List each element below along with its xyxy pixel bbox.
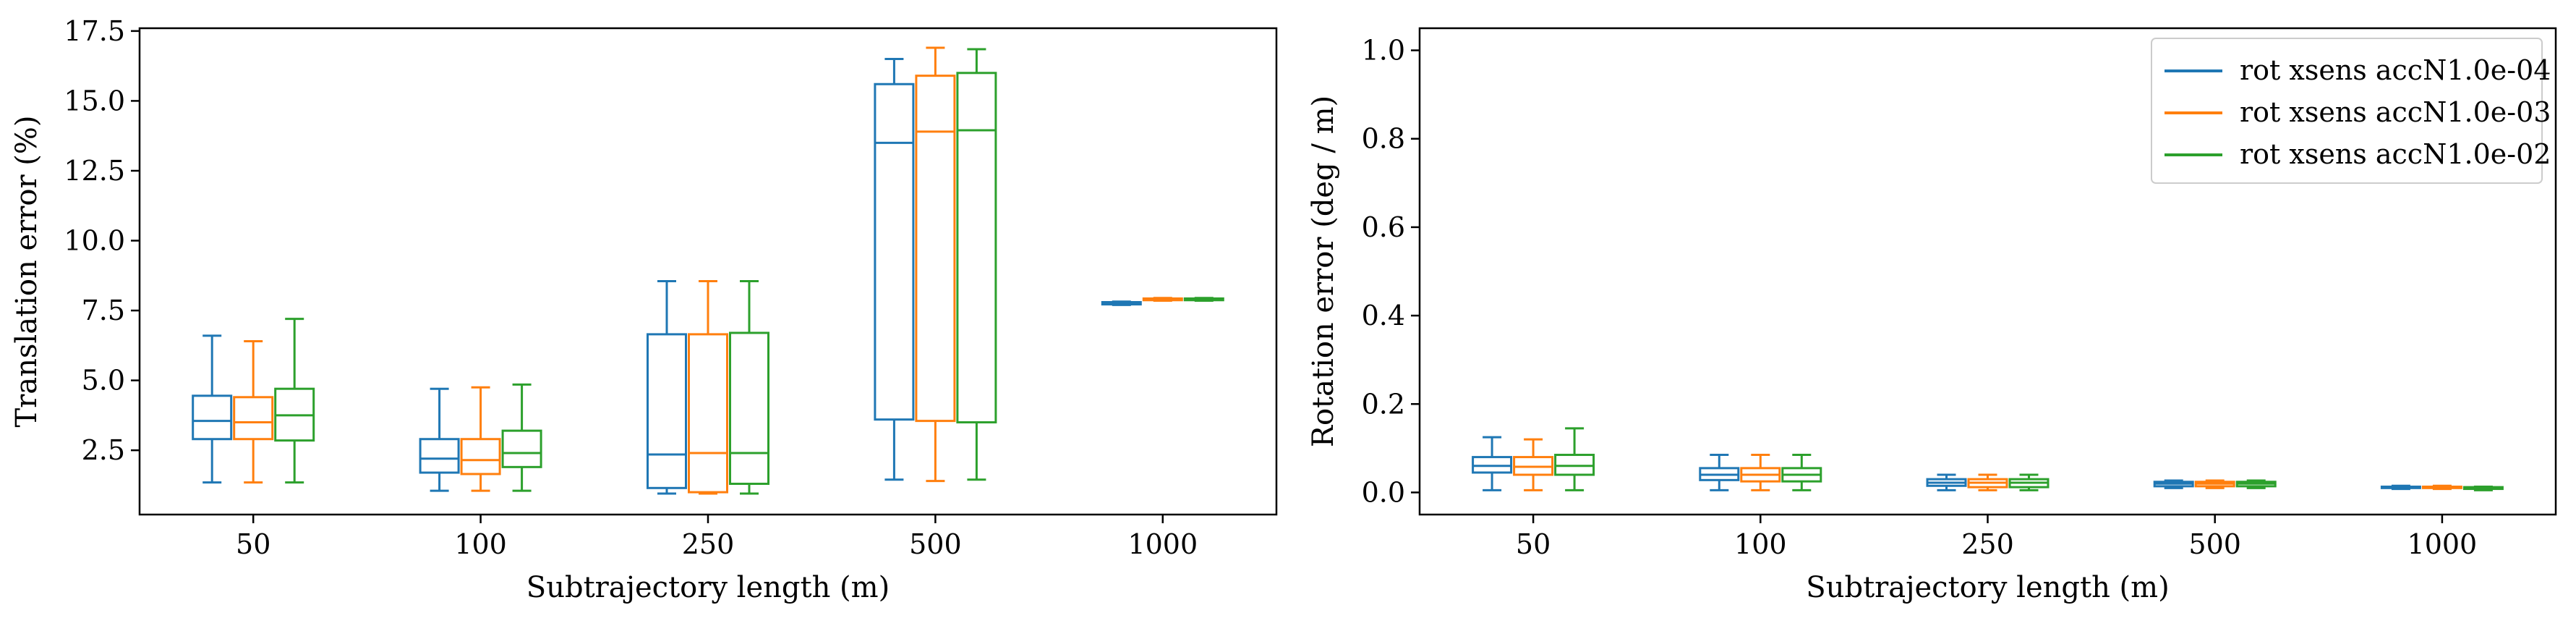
iqr-box <box>688 333 728 494</box>
legend-label: rot xsens accN1.0e-03 <box>2240 96 2551 128</box>
box-plot <box>2235 479 2277 489</box>
x-tick-label: 1000 <box>2407 528 2478 560</box>
x-tick-label: 100 <box>1734 528 1787 560</box>
iqr-box <box>915 75 956 423</box>
x-tick-label: 50 <box>236 528 270 560</box>
box-plot <box>915 46 956 483</box>
box-plot <box>1183 297 1224 303</box>
y-tick-label: 12.5 <box>64 155 125 187</box>
box-plot <box>501 383 542 492</box>
iqr-box <box>192 394 233 441</box>
iqr-box <box>729 331 769 486</box>
box-plot <box>2421 484 2462 491</box>
iqr-box <box>874 83 915 421</box>
box-plot <box>1101 300 1142 306</box>
legend-frame <box>2151 38 2543 184</box>
box-plot <box>1699 454 1740 491</box>
box-plot <box>874 57 915 481</box>
iqr-box <box>419 438 460 474</box>
iqr-box <box>501 429 542 468</box>
y-axis-title: Translation error (%) <box>10 115 43 427</box>
iqr-box <box>233 396 274 441</box>
y-tick-label: 2.5 <box>82 434 125 466</box>
iqr-box <box>956 72 997 424</box>
x-tick-label: 250 <box>682 528 735 560</box>
box-plot <box>1142 297 1183 303</box>
x-tick-label: 250 <box>1961 528 2014 560</box>
y-tick-label: 0.4 <box>1362 300 1405 331</box>
x-tick-label: 100 <box>454 528 507 560</box>
iqr-box <box>647 333 687 489</box>
y-tick-label: 15.0 <box>64 85 125 117</box>
legend: rot xsens accN1.0e-04 rot xsens accN1.0e-… <box>2151 38 2551 184</box>
box-plot <box>274 318 315 484</box>
iqr-box <box>1472 456 1513 474</box>
x-tick-label: 500 <box>909 528 962 560</box>
box-plot <box>192 334 233 484</box>
box-plot <box>1740 454 1781 491</box>
box-plot <box>2194 479 2235 489</box>
box-plot <box>956 48 997 481</box>
box-plot <box>1554 427 1595 491</box>
y-tick-label: 7.5 <box>82 295 125 326</box>
box-plot <box>1472 436 1513 491</box>
x-axis-title: Subtrajectory length (m) <box>1806 571 2169 604</box>
y-axis-title: Rotation error (deg / m) <box>1307 96 1340 447</box>
x-tick-label: 500 <box>2188 528 2241 560</box>
axes-frame <box>138 27 1278 516</box>
x-tick-label: 1000 <box>1127 528 1198 560</box>
legend-label: rot xsens accN1.0e-04 <box>2240 54 2551 86</box>
iqr-box <box>1554 454 1595 476</box>
box-plot <box>233 340 274 484</box>
box-plot <box>688 280 728 495</box>
x-tick-label: 50 <box>1516 528 1551 560</box>
box-plot <box>1967 473 2008 491</box>
legend-label: rot xsens accN1.0e-02 <box>2240 138 2551 170</box>
iqr-box <box>460 438 501 475</box>
axes-frame <box>1418 27 2557 516</box>
box-plot <box>1926 473 1967 491</box>
box-plot <box>1513 438 1554 491</box>
box-plot <box>647 280 687 495</box>
y-tick-label: 17.5 <box>64 15 125 47</box>
x-axis-title: Subtrajectory length (m) <box>526 571 890 604</box>
box-plot <box>2462 486 2504 491</box>
box-plot <box>460 386 501 492</box>
rotation-error-panel: 0.0 0.2 0.4 0.6 0.8 1.0 50 100 250 500 1000 Subtraj… <box>1307 27 2557 604</box>
translation-error-panel: 2.5 5.0 7.5 10.0 12.5 15.0 17.5 50 100 250 500 1000… <box>10 15 1278 604</box>
y-tick-label: 0.8 <box>1362 123 1405 155</box>
box-plot <box>2380 484 2421 491</box>
box-plot <box>2153 479 2194 489</box>
box-plot <box>419 387 460 492</box>
box-plot <box>2008 473 2050 491</box>
box-plot <box>1781 454 1822 491</box>
y-tick-label: 0.6 <box>1362 211 1405 243</box>
box-plot <box>729 280 769 495</box>
y-tick-label: 0.0 <box>1362 476 1405 508</box>
y-tick-label: 10.0 <box>64 225 125 257</box>
y-tick-label: 1.0 <box>1362 35 1405 67</box>
y-tick-label: 0.2 <box>1362 388 1405 420</box>
y-tick-label: 5.0 <box>82 365 125 397</box>
